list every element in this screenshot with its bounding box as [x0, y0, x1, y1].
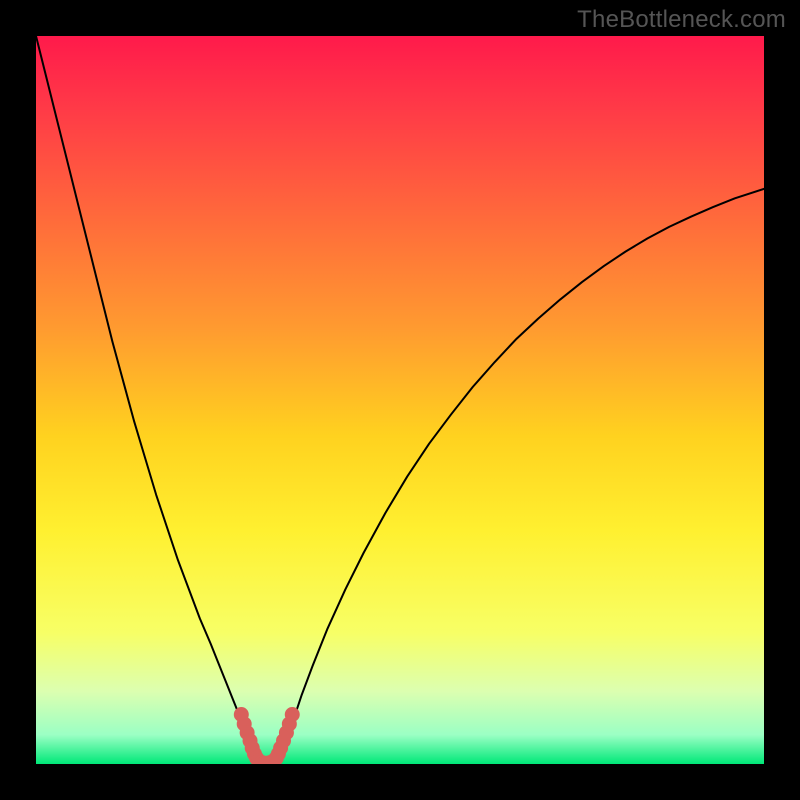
- watermark-text: TheBottleneck.com: [577, 6, 786, 34]
- chart-svg: [36, 36, 764, 764]
- gradient-background: [36, 36, 764, 764]
- plot-area: [36, 36, 764, 764]
- valley-dot: [285, 707, 300, 722]
- chart-frame: TheBottleneck.com: [0, 0, 800, 800]
